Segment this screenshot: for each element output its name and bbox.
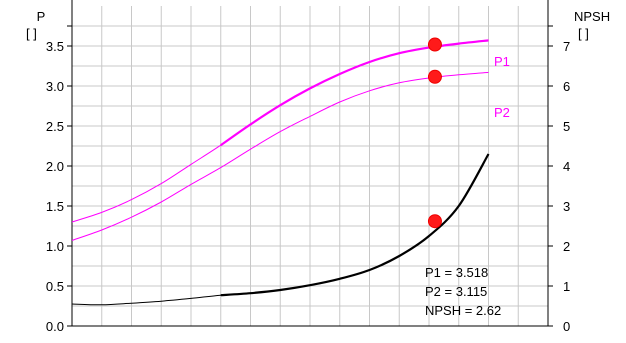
left-axis-tick-label: 1.0	[46, 239, 64, 254]
right-axis-tick-label: 5	[563, 119, 570, 134]
right-axis-tick-label: 3	[563, 199, 570, 214]
readout-p1: P1 = 3.518	[425, 265, 488, 280]
left-axis-tick-label: 2.0	[46, 159, 64, 174]
operating-point-p2	[427, 69, 442, 84]
grid	[72, 6, 548, 326]
series-line-p2	[71, 71, 489, 241]
right-axis-unit: [ ]	[578, 26, 589, 41]
right-axis-tick-label: 7	[563, 39, 570, 54]
left-axis-tick-label: 3.0	[46, 79, 64, 94]
right-axis-tick-label: 2	[563, 239, 570, 254]
series-label-p1: P1	[494, 54, 510, 69]
left-axis-title: P	[37, 9, 46, 24]
left-axis-unit: [ ]	[26, 26, 37, 41]
operating-point-p1	[427, 37, 442, 52]
readout-p2: P2 = 3.115	[425, 284, 487, 299]
operating-points	[427, 37, 442, 229]
left-axis-tick-label: 0.0	[46, 319, 64, 334]
left-axis-tick-label: 3.5	[46, 39, 64, 54]
readout-npsh: NPSH = 2.62	[425, 303, 501, 318]
series-line-npsh-bold	[220, 153, 490, 297]
left-axis-tick-label: 1.5	[46, 199, 64, 214]
axes: 0.0 0.5 1.0 1.5 2.0 2.5 3.0 3.5 0 1 2 3 4 5 6 7	[46, 0, 570, 334]
operating-point-npsh	[427, 214, 442, 229]
series-line-p1-bold	[220, 39, 489, 147]
right-axis-tick-label: 4	[563, 159, 570, 174]
left-axis-tick-label: 0.5	[46, 279, 64, 294]
series-lines	[71, 39, 490, 306]
right-axis-title: NPSH	[574, 9, 610, 24]
right-axis-tick-label: 0	[563, 319, 570, 334]
series-label-p2: P2	[494, 105, 510, 120]
right-axis-tick-label: 1	[563, 279, 570, 294]
right-axis-tick-label: 6	[563, 79, 570, 94]
left-axis-tick-label: 2.5	[46, 119, 64, 134]
